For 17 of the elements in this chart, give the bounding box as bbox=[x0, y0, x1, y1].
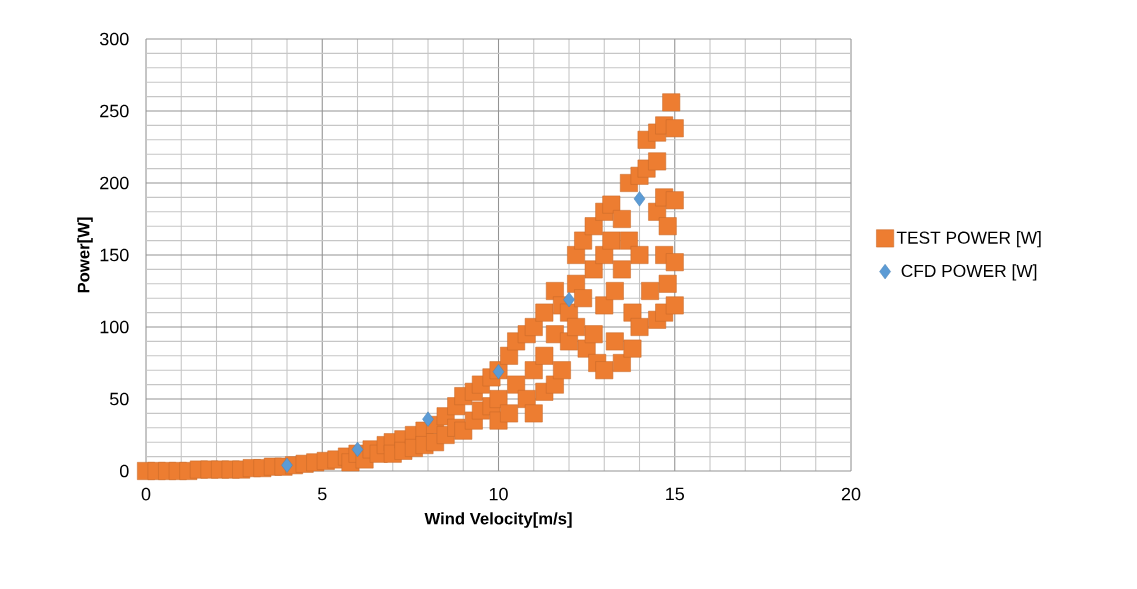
legend-label: TEST POWER [W] bbox=[896, 231, 1041, 248]
x-tick-label: 15 bbox=[666, 487, 685, 501]
y-tick-label: 150 bbox=[100, 248, 129, 262]
x-tick-label: 20 bbox=[841, 487, 861, 501]
y-tick-label: 0 bbox=[119, 464, 129, 478]
x-axis-title: Wind Velocity[m/s] bbox=[424, 512, 572, 528]
y-tick-label: 50 bbox=[109, 392, 129, 406]
point bbox=[633, 191, 646, 207]
x-tick-label: 5 bbox=[317, 487, 327, 501]
x-tick-label: 10 bbox=[489, 487, 508, 501]
y-tick-label: 250 bbox=[100, 104, 129, 118]
y-tick-label: 100 bbox=[100, 320, 129, 334]
legend-label: CFD POWER [W] bbox=[901, 264, 1037, 281]
y-tick-label: 300 bbox=[99, 32, 129, 46]
y-tick-label: 200 bbox=[100, 176, 129, 190]
x-tick-label: 0 bbox=[141, 487, 151, 501]
y-axis-title: Power[W] bbox=[77, 217, 93, 293]
